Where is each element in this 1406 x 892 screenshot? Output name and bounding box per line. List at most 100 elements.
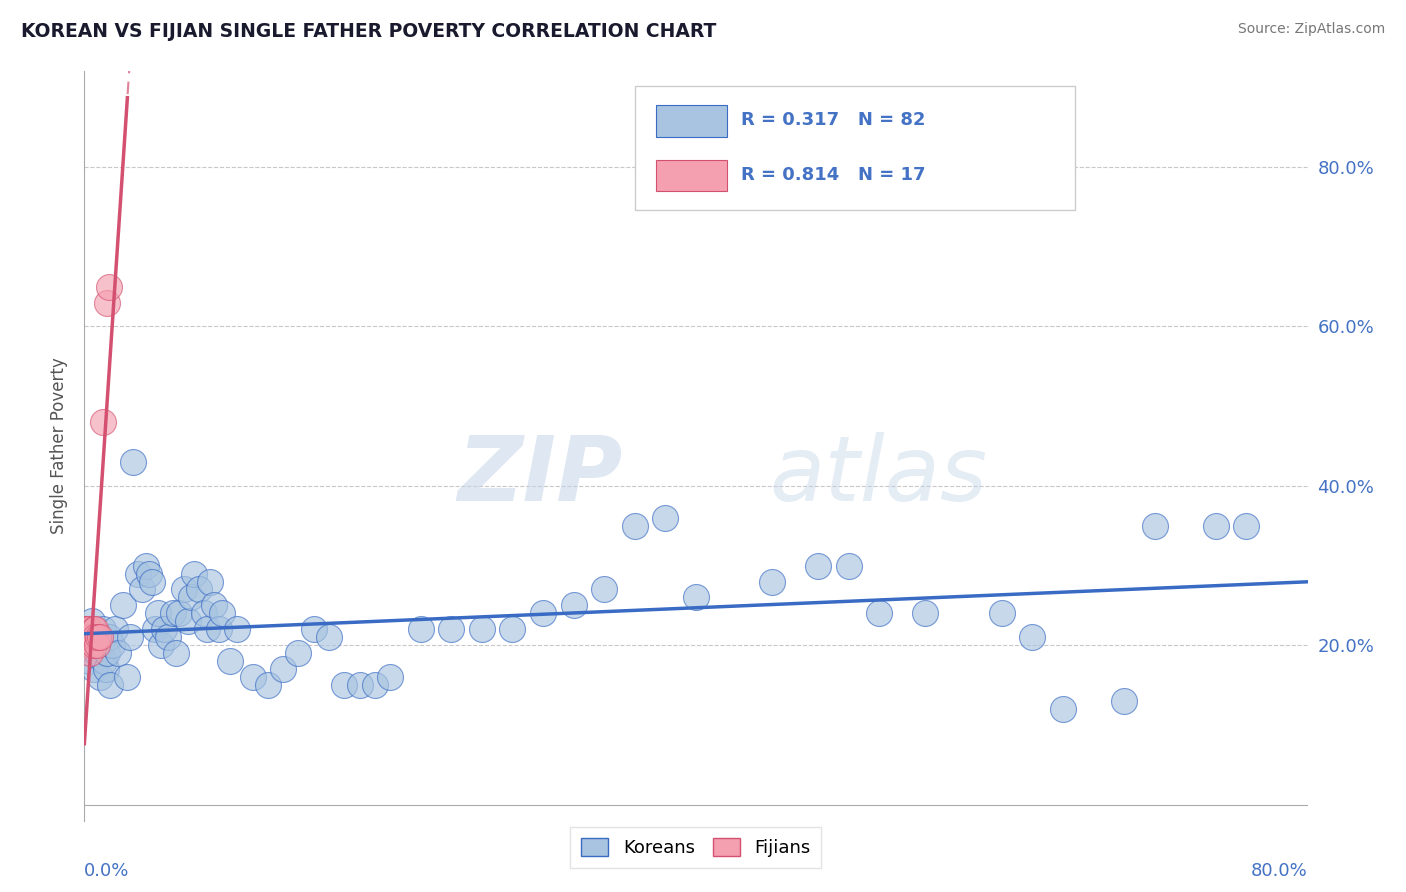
Legend: Koreans, Fijians: Koreans, Fijians bbox=[571, 827, 821, 868]
Point bbox=[1021, 630, 1043, 644]
Point bbox=[195, 623, 218, 637]
Point bbox=[593, 582, 616, 597]
Point bbox=[165, 646, 187, 660]
Text: atlas: atlas bbox=[769, 432, 987, 520]
Point bbox=[84, 623, 107, 637]
Point bbox=[79, 646, 101, 660]
Point bbox=[135, 558, 157, 573]
Point bbox=[157, 630, 180, 644]
Text: 0.0%: 0.0% bbox=[84, 862, 129, 880]
Bar bbox=[655, 160, 727, 191]
Bar bbox=[655, 105, 727, 136]
Point bbox=[838, 558, 860, 573]
Point bbox=[83, 638, 105, 652]
Point bbox=[502, 623, 524, 637]
Point bbox=[211, 607, 233, 621]
Point bbox=[146, 607, 169, 621]
Point bbox=[96, 646, 118, 660]
Text: ZIP: ZIP bbox=[457, 432, 623, 520]
Point bbox=[257, 678, 280, 692]
Point bbox=[333, 678, 356, 692]
Point bbox=[87, 638, 110, 652]
Point bbox=[380, 670, 402, 684]
Point bbox=[98, 678, 121, 692]
Point bbox=[97, 279, 120, 293]
Point bbox=[1114, 694, 1136, 708]
Point bbox=[89, 630, 111, 644]
Point bbox=[104, 623, 127, 637]
Point bbox=[914, 607, 936, 621]
Point bbox=[77, 623, 100, 637]
Point bbox=[318, 630, 340, 644]
Point bbox=[226, 623, 249, 637]
Point bbox=[218, 654, 240, 668]
Point bbox=[869, 607, 891, 621]
Point bbox=[153, 623, 176, 637]
Point bbox=[409, 623, 432, 637]
Point bbox=[654, 510, 676, 524]
Point bbox=[76, 623, 98, 637]
FancyBboxPatch shape bbox=[636, 87, 1076, 210]
Point bbox=[1143, 518, 1166, 533]
Text: Source: ZipAtlas.com: Source: ZipAtlas.com bbox=[1237, 22, 1385, 37]
Point bbox=[86, 638, 108, 652]
Point bbox=[93, 654, 115, 668]
Point bbox=[80, 646, 103, 660]
Point bbox=[167, 607, 190, 621]
Point bbox=[79, 638, 101, 652]
Point bbox=[991, 607, 1014, 621]
Point bbox=[120, 630, 142, 644]
Point bbox=[193, 607, 215, 621]
Point bbox=[177, 615, 200, 629]
Point bbox=[127, 566, 149, 581]
Point bbox=[440, 623, 463, 637]
Point bbox=[141, 574, 163, 589]
Point bbox=[287, 646, 309, 660]
Point bbox=[77, 630, 100, 644]
Point bbox=[173, 582, 195, 597]
Text: R = 0.317   N = 82: R = 0.317 N = 82 bbox=[741, 112, 925, 129]
Point bbox=[83, 623, 105, 637]
Point bbox=[115, 670, 138, 684]
Point bbox=[83, 662, 105, 676]
Point bbox=[180, 591, 202, 605]
Point bbox=[131, 582, 153, 597]
Point bbox=[122, 455, 145, 469]
Point bbox=[80, 630, 103, 644]
Text: 80.0%: 80.0% bbox=[1251, 862, 1308, 880]
Point bbox=[107, 646, 129, 660]
Point bbox=[91, 623, 114, 637]
Point bbox=[761, 574, 783, 589]
Point bbox=[1205, 518, 1227, 533]
Point bbox=[97, 630, 120, 644]
Y-axis label: Single Father Poverty: Single Father Poverty bbox=[49, 358, 67, 534]
Point bbox=[562, 599, 585, 613]
Point bbox=[91, 415, 114, 429]
Point bbox=[162, 607, 184, 621]
Point bbox=[364, 678, 387, 692]
Point bbox=[138, 566, 160, 581]
Point bbox=[87, 630, 110, 644]
Point bbox=[84, 630, 107, 644]
Point bbox=[198, 574, 221, 589]
Text: R = 0.814   N = 17: R = 0.814 N = 17 bbox=[741, 166, 925, 184]
Point bbox=[271, 662, 294, 676]
Point bbox=[84, 630, 107, 644]
Point bbox=[75, 623, 97, 637]
Point bbox=[188, 582, 211, 597]
Point bbox=[624, 518, 647, 533]
Point bbox=[242, 670, 264, 684]
Point bbox=[471, 623, 494, 637]
Point bbox=[302, 623, 325, 637]
Point bbox=[76, 623, 98, 637]
Point bbox=[77, 638, 100, 652]
Point bbox=[685, 591, 707, 605]
Point bbox=[1052, 702, 1074, 716]
Point bbox=[143, 623, 166, 637]
Point bbox=[531, 607, 554, 621]
Point bbox=[349, 678, 371, 692]
Point bbox=[80, 615, 103, 629]
Point bbox=[807, 558, 830, 573]
Point bbox=[79, 654, 101, 668]
Point bbox=[1236, 518, 1258, 533]
